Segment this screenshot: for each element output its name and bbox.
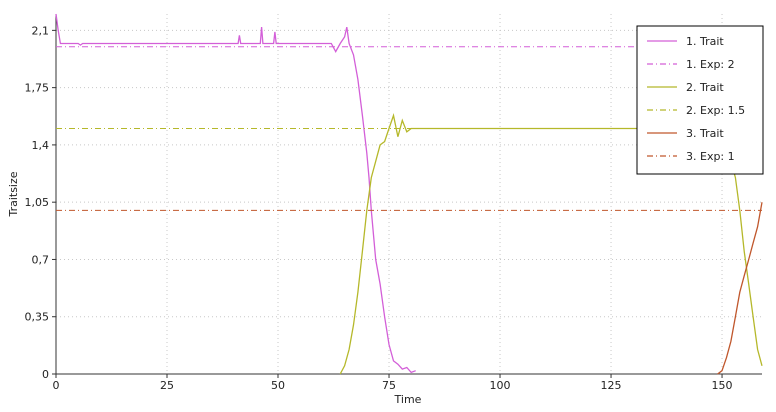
tick-labels: 0 25 50 75 100 125 150 0 0,35 0,7 1,05 1,4 1,75 2,1 xyxy=(25,24,733,392)
x-tick-label: 0 xyxy=(53,379,60,392)
y-tick-label: 0 xyxy=(42,368,49,381)
axes xyxy=(52,14,762,378)
x-tick-label: 125 xyxy=(601,379,622,392)
x-tick-label: 25 xyxy=(160,379,174,392)
legend-label: 3. Exp: 1 xyxy=(686,150,735,163)
y-tick-label: 1,4 xyxy=(32,139,50,152)
series-line-5 xyxy=(717,202,763,375)
series-line-3 xyxy=(339,113,763,375)
legend: 1. Trait 1. Exp: 2 2. Trait 2. Exp: 1.5 3. T… xyxy=(636,25,764,175)
x-axis-title: Time xyxy=(394,393,422,406)
legend-label: 1. Trait xyxy=(686,35,724,48)
y-tick-label: 2,1 xyxy=(32,24,50,37)
y-tick-label: 1,05 xyxy=(25,196,50,209)
y-axis-title: Traitsize xyxy=(7,171,20,217)
x-tick-label: 100 xyxy=(490,379,511,392)
legend-label: 1. Exp: 2 xyxy=(686,58,735,71)
y-tick-label: 1,75 xyxy=(25,82,50,95)
series-line-1 xyxy=(55,13,416,374)
legend-label: 3. Trait xyxy=(686,127,724,140)
y-tick-label: 0,7 xyxy=(32,253,50,266)
legend-label: 2. Trait xyxy=(686,81,724,94)
y-tick-label: 0,35 xyxy=(25,311,50,324)
x-tick-label: 50 xyxy=(271,379,285,392)
x-tick-label: 75 xyxy=(382,379,396,392)
legend-label: 2. Exp: 1.5 xyxy=(686,104,745,117)
x-tick-label: 150 xyxy=(712,379,733,392)
legend-box xyxy=(636,25,764,175)
